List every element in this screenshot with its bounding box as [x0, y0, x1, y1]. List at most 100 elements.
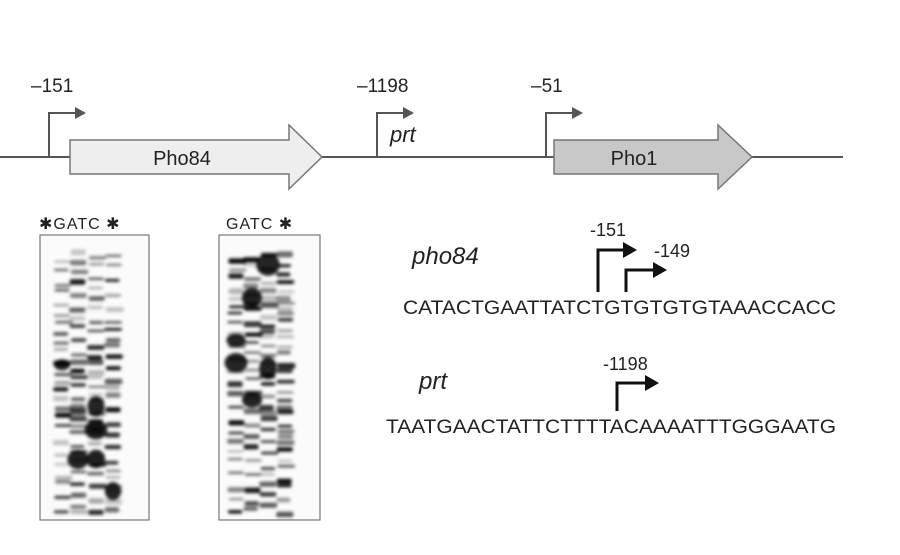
gel-band [53, 510, 69, 514]
prt-tss-arrow-1198 [615, 375, 659, 411]
gel-band [260, 281, 277, 286]
gel-band [245, 377, 261, 380]
gel-band [105, 254, 122, 257]
gel-band [259, 405, 274, 411]
gel-band [227, 438, 244, 444]
sequencing-gel-1: ✱GATC ✱ [39, 216, 150, 521]
gel-band [88, 321, 104, 324]
gel-2-lane-header: GATC ✱ [226, 216, 293, 233]
gel-band [277, 424, 293, 428]
gel-band [243, 351, 261, 354]
pho84-tss-arrow-149 [624, 262, 667, 292]
tss-arrow-151 [48, 107, 86, 157]
gel-band [88, 286, 104, 290]
gel-band [243, 277, 261, 281]
gel-band [70, 505, 87, 509]
gel-band [276, 295, 291, 302]
gel-band [54, 320, 73, 324]
gel-1-lane-header: ✱GATC ✱ [39, 216, 121, 233]
gel-band [70, 353, 88, 357]
gel-band [104, 293, 121, 298]
gel-band [244, 306, 262, 311]
gel-band [277, 459, 293, 463]
gel-band [105, 407, 121, 413]
gel-band [244, 423, 261, 428]
gel-band [87, 305, 103, 310]
gel-band [277, 434, 294, 439]
gel-band [228, 288, 244, 295]
gel-band [228, 268, 247, 272]
gel-band [276, 368, 293, 373]
gel-band [53, 396, 69, 402]
gel-band [70, 424, 88, 429]
gel-band [105, 469, 121, 473]
gel-band [260, 382, 276, 386]
gel-band [71, 338, 87, 342]
gel-band [276, 345, 293, 349]
gel-band [70, 470, 87, 473]
gel-band [88, 385, 106, 388]
gel-band [88, 256, 107, 260]
pho1-gene-arrow [553, 123, 754, 191]
gel-band [243, 341, 259, 344]
gel-band [229, 498, 244, 501]
gel-band [54, 373, 72, 377]
gel-band [276, 391, 294, 394]
gel-band [277, 311, 294, 316]
gel-band [104, 444, 122, 450]
gel-band [243, 408, 262, 415]
gel-band [227, 321, 243, 324]
gel-band-blob [67, 449, 89, 470]
gel-band [54, 413, 72, 418]
gel-band [228, 431, 245, 435]
gel-band [54, 453, 69, 457]
gel-band [88, 393, 104, 397]
pho1-gene-label: Pho1 [611, 148, 658, 170]
gel-band [276, 440, 295, 446]
gel-band [277, 409, 294, 415]
tss-label-1198: –1198 [357, 76, 408, 97]
gel-band [244, 368, 263, 372]
gene-map: Pho84 Pho1 –151 –1198 –51 prt [0, 76, 843, 191]
gel-band [70, 260, 87, 266]
gel-band [260, 440, 276, 443]
gel-band [276, 447, 293, 452]
gel-band [70, 359, 89, 365]
tss-arrow-1198 [376, 107, 414, 157]
gel-band [70, 509, 88, 515]
gel-band [277, 429, 295, 434]
gel-band [53, 440, 69, 446]
gel-band [70, 397, 86, 402]
gel-band [260, 302, 279, 308]
gel-band [69, 430, 87, 434]
gel-band [105, 307, 124, 312]
gel-band [227, 510, 243, 514]
pho84-sequence-panel: pho84 CATACTGAATTATCTGTGTGTGTAAACCACC -1… [403, 220, 836, 319]
gel-band [105, 366, 121, 371]
gel-band [54, 480, 71, 484]
gel-band [53, 314, 70, 317]
gel-band [243, 359, 260, 363]
gel-band [259, 492, 277, 497]
gel-band [227, 457, 243, 461]
gel-band [89, 262, 105, 266]
gel-band [87, 370, 105, 376]
gel-band [243, 257, 260, 263]
gel-band [276, 335, 294, 338]
gel-band [70, 412, 87, 419]
gel-band [276, 405, 293, 412]
gel-band [244, 501, 259, 506]
gel-band [54, 260, 72, 263]
gel-band [276, 379, 295, 384]
gel-band [260, 314, 278, 320]
gel-band [276, 511, 294, 518]
gel-band [259, 329, 276, 334]
gel-2-bands [224, 251, 296, 518]
gel-band [243, 283, 259, 289]
gel-band [243, 506, 258, 511]
gel-band [276, 398, 293, 403]
gel-band-blob [256, 253, 280, 276]
pho84-site-label-151: -151 [590, 220, 626, 240]
gel-band [69, 482, 85, 486]
gel-band [260, 344, 276, 348]
